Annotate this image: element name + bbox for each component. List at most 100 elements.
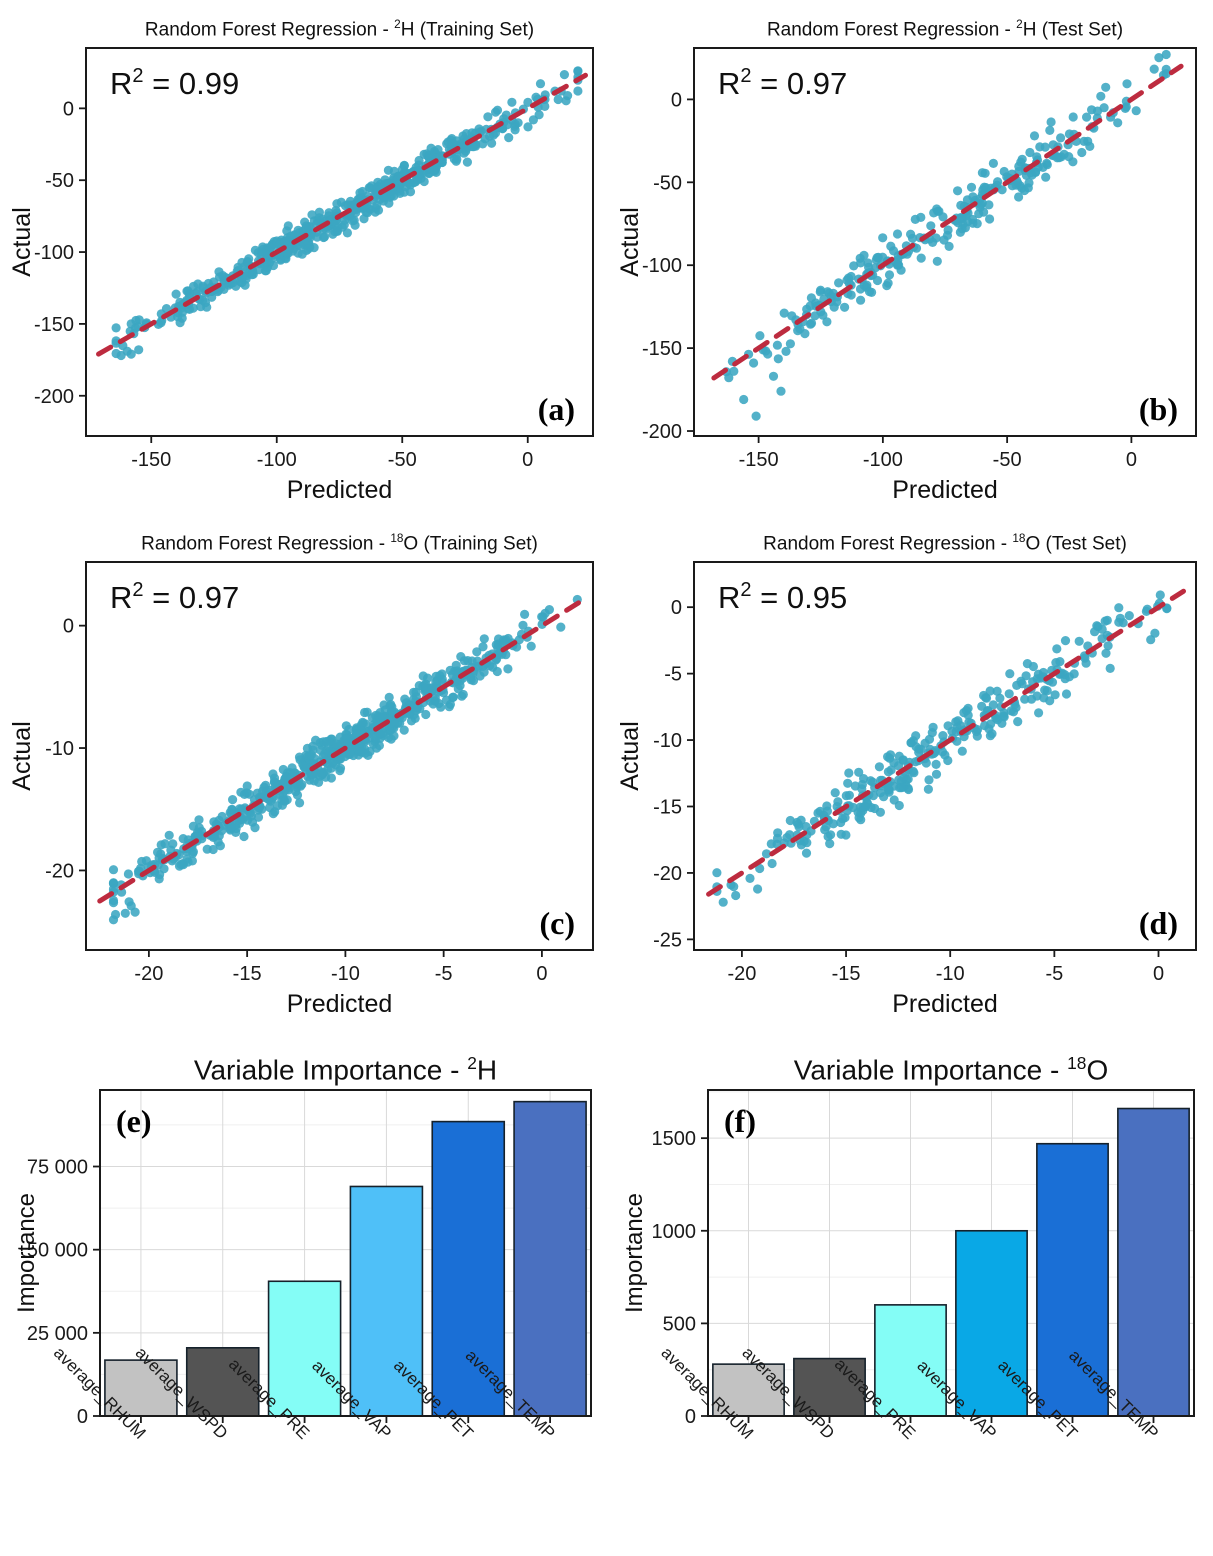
svg-text:-15: -15 [233, 963, 262, 985]
svg-text:-200: -200 [34, 386, 74, 408]
panel-b-title: Random Forest Regression - 2H (Test Set) [694, 10, 1196, 40]
panel-c-title-text: Random Forest Regression - [141, 533, 391, 555]
svg-text:25 000: 25 000 [27, 1323, 88, 1345]
svg-text:(a): (a) [538, 391, 575, 427]
svg-text:-150: -150 [34, 314, 74, 336]
panel-f: Variable Importance - 18O 0 500 1000 1500 av… [616, 1044, 1206, 1554]
svg-text:-200: -200 [642, 421, 682, 443]
svg-text:0: 0 [77, 1406, 88, 1428]
svg-text:-15: -15 [653, 796, 682, 818]
panel-a-title-sup: 2 [394, 18, 401, 31]
svg-text:Actual: Actual [8, 721, 36, 790]
svg-text:(c): (c) [539, 905, 575, 941]
panel-d-title-sup: 18 [1012, 532, 1026, 545]
svg-text:(e): (e) [116, 1103, 152, 1139]
panel-e: Variable Importance - 2H 0 25 000 50 000 75… [8, 1044, 603, 1554]
svg-text:1500: 1500 [652, 1128, 697, 1150]
svg-text:Predicted: Predicted [287, 990, 393, 1018]
scatter-plot-b: -150 -100 -50 0 0 -50 -100 -150 -200 Predicted Act… [616, 47, 1197, 504]
svg-text:0: 0 [63, 98, 74, 120]
svg-text:0: 0 [63, 616, 74, 638]
svg-text:-150: -150 [131, 449, 171, 471]
svg-text:Predicted: Predicted [892, 476, 998, 504]
svg-text:-10: -10 [936, 963, 965, 985]
svg-text:(f): (f) [724, 1103, 756, 1139]
svg-text:-20: -20 [653, 863, 682, 885]
panel-c-title-post: O (Training Set) [403, 533, 538, 555]
svg-text:-150: -150 [739, 449, 779, 471]
panel-f-title: Variable Importance - 18O [708, 1044, 1194, 1086]
svg-text:(b): (b) [1139, 391, 1178, 427]
svg-text:-100: -100 [34, 242, 74, 264]
panel-c: Random Forest Regression - 18O (Training… [8, 524, 603, 1032]
panel-c-title-sup: 18 [390, 532, 404, 545]
svg-text:(d): (d) [1139, 905, 1178, 941]
bar-chart-f: 050010001500average_RHUMaverage_WSPDaver… [621, 1089, 1195, 1443]
svg-text:-100: -100 [257, 449, 297, 471]
svg-text:-100: -100 [642, 255, 682, 277]
svg-text:-15: -15 [832, 963, 861, 985]
svg-text:Importance: Importance [13, 1193, 40, 1313]
svg-text:50 000: 50 000 [27, 1240, 88, 1262]
svg-text:R2 = 0.97: R2 = 0.97 [110, 579, 239, 615]
panel-d-title: Random Forest Regression - 18O (Test Set… [694, 524, 1196, 554]
svg-text:Importance: Importance [621, 1193, 648, 1313]
svg-text:-50: -50 [993, 449, 1022, 471]
svg-text:-5: -5 [435, 963, 453, 985]
panel-b: Random Forest Regression - 2H (Test Set)… [616, 10, 1206, 518]
svg-text:0: 0 [685, 1406, 696, 1428]
svg-text:0: 0 [671, 597, 682, 619]
panel-e-title-sup: 2 [467, 1053, 477, 1073]
svg-text:-5: -5 [664, 664, 682, 686]
svg-text:75 000: 75 000 [27, 1157, 88, 1179]
panel-a-title-text: Random Forest Regression - [144, 19, 395, 41]
svg-text:Predicted: Predicted [892, 990, 998, 1018]
svg-text:-10: -10 [331, 963, 360, 985]
panel-e-title-post: H [476, 1054, 498, 1086]
panel-b-title-text: Random Forest Regression - [766, 19, 1017, 41]
panel-f-title-text: Variable Importance - [793, 1054, 1068, 1086]
panel-a-title-post: H (Training Set) [400, 19, 535, 41]
svg-text:Actual: Actual [616, 207, 644, 276]
svg-text:-20: -20 [727, 963, 756, 985]
svg-text:Actual: Actual [616, 721, 644, 790]
svg-text:1000: 1000 [652, 1221, 697, 1243]
panel-f-title-post: O [1086, 1054, 1109, 1086]
svg-text:0: 0 [671, 89, 682, 111]
svg-text:Predicted: Predicted [287, 476, 393, 504]
panel-f-title-sup: 18 [1067, 1053, 1087, 1073]
panel-e-title: Variable Importance - 2H [100, 1044, 591, 1086]
svg-text:-10: -10 [45, 738, 74, 760]
panel-b-title-post: H (Test Set) [1022, 19, 1124, 41]
svg-text:R2 = 0.99: R2 = 0.99 [110, 65, 239, 101]
svg-text:-150: -150 [642, 338, 682, 360]
svg-text:-100: -100 [863, 449, 903, 471]
panel-d-title-text: Random Forest Regression - [763, 533, 1013, 555]
svg-text:R2 = 0.97: R2 = 0.97 [718, 65, 847, 101]
svg-text:0: 0 [1126, 449, 1137, 471]
svg-text:-50: -50 [388, 449, 417, 471]
svg-text:0: 0 [536, 963, 547, 985]
scatter-plot-a: -150 -100 -50 0 0 -50 -100 -150 -200 Predicted Act… [8, 47, 594, 504]
svg-text:0: 0 [522, 449, 533, 471]
svg-text:-5: -5 [1045, 963, 1063, 985]
svg-text:Actual: Actual [8, 207, 36, 276]
panel-b-title-sup: 2 [1016, 18, 1023, 31]
svg-text:-10: -10 [653, 730, 682, 752]
scatter-plot-d: -20 -15 -10 -5 0 0 -5 -10 -15 -20 -25 Predicted Actu… [616, 561, 1197, 1018]
svg-text:0: 0 [1153, 963, 1164, 985]
scatter-plot-c: -20 -15 -10 -5 0 0 -10 -20 Predicted Actual R2 = 0… [8, 561, 594, 1018]
svg-text:-50: -50 [45, 170, 74, 192]
svg-text:-25: -25 [653, 929, 682, 951]
svg-text:500: 500 [663, 1313, 696, 1335]
panel-e-title-text: Variable Importance - [193, 1054, 468, 1086]
panel-a: Random Forest Regression - 2H (Training … [8, 10, 603, 518]
svg-text:R2 = 0.95: R2 = 0.95 [718, 579, 847, 615]
panel-c-title: Random Forest Regression - 18O (Training… [86, 524, 593, 554]
svg-text:-20: -20 [45, 860, 74, 882]
panel-a-title: Random Forest Regression - 2H (Training … [86, 10, 593, 40]
svg-text:-20: -20 [134, 963, 163, 985]
panel-d-title-post: O (Test Set) [1025, 533, 1127, 555]
svg-text:-50: -50 [653, 172, 682, 194]
